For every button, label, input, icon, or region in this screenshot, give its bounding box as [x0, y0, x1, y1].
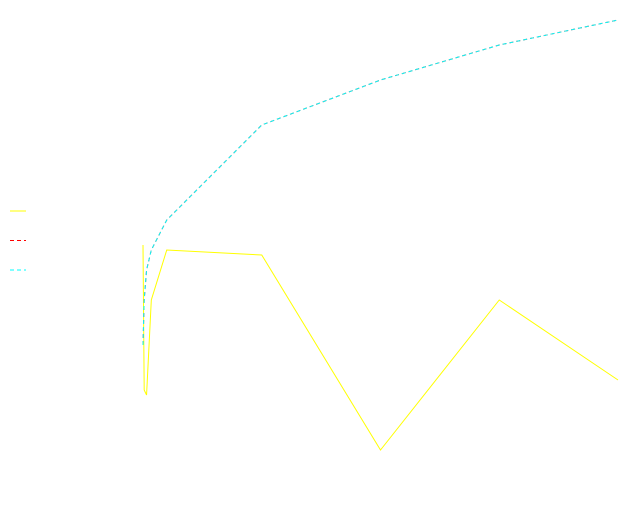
series-line [142, 244, 619, 451]
series-line [142, 19, 619, 346]
series-line [142, 19, 619, 346]
